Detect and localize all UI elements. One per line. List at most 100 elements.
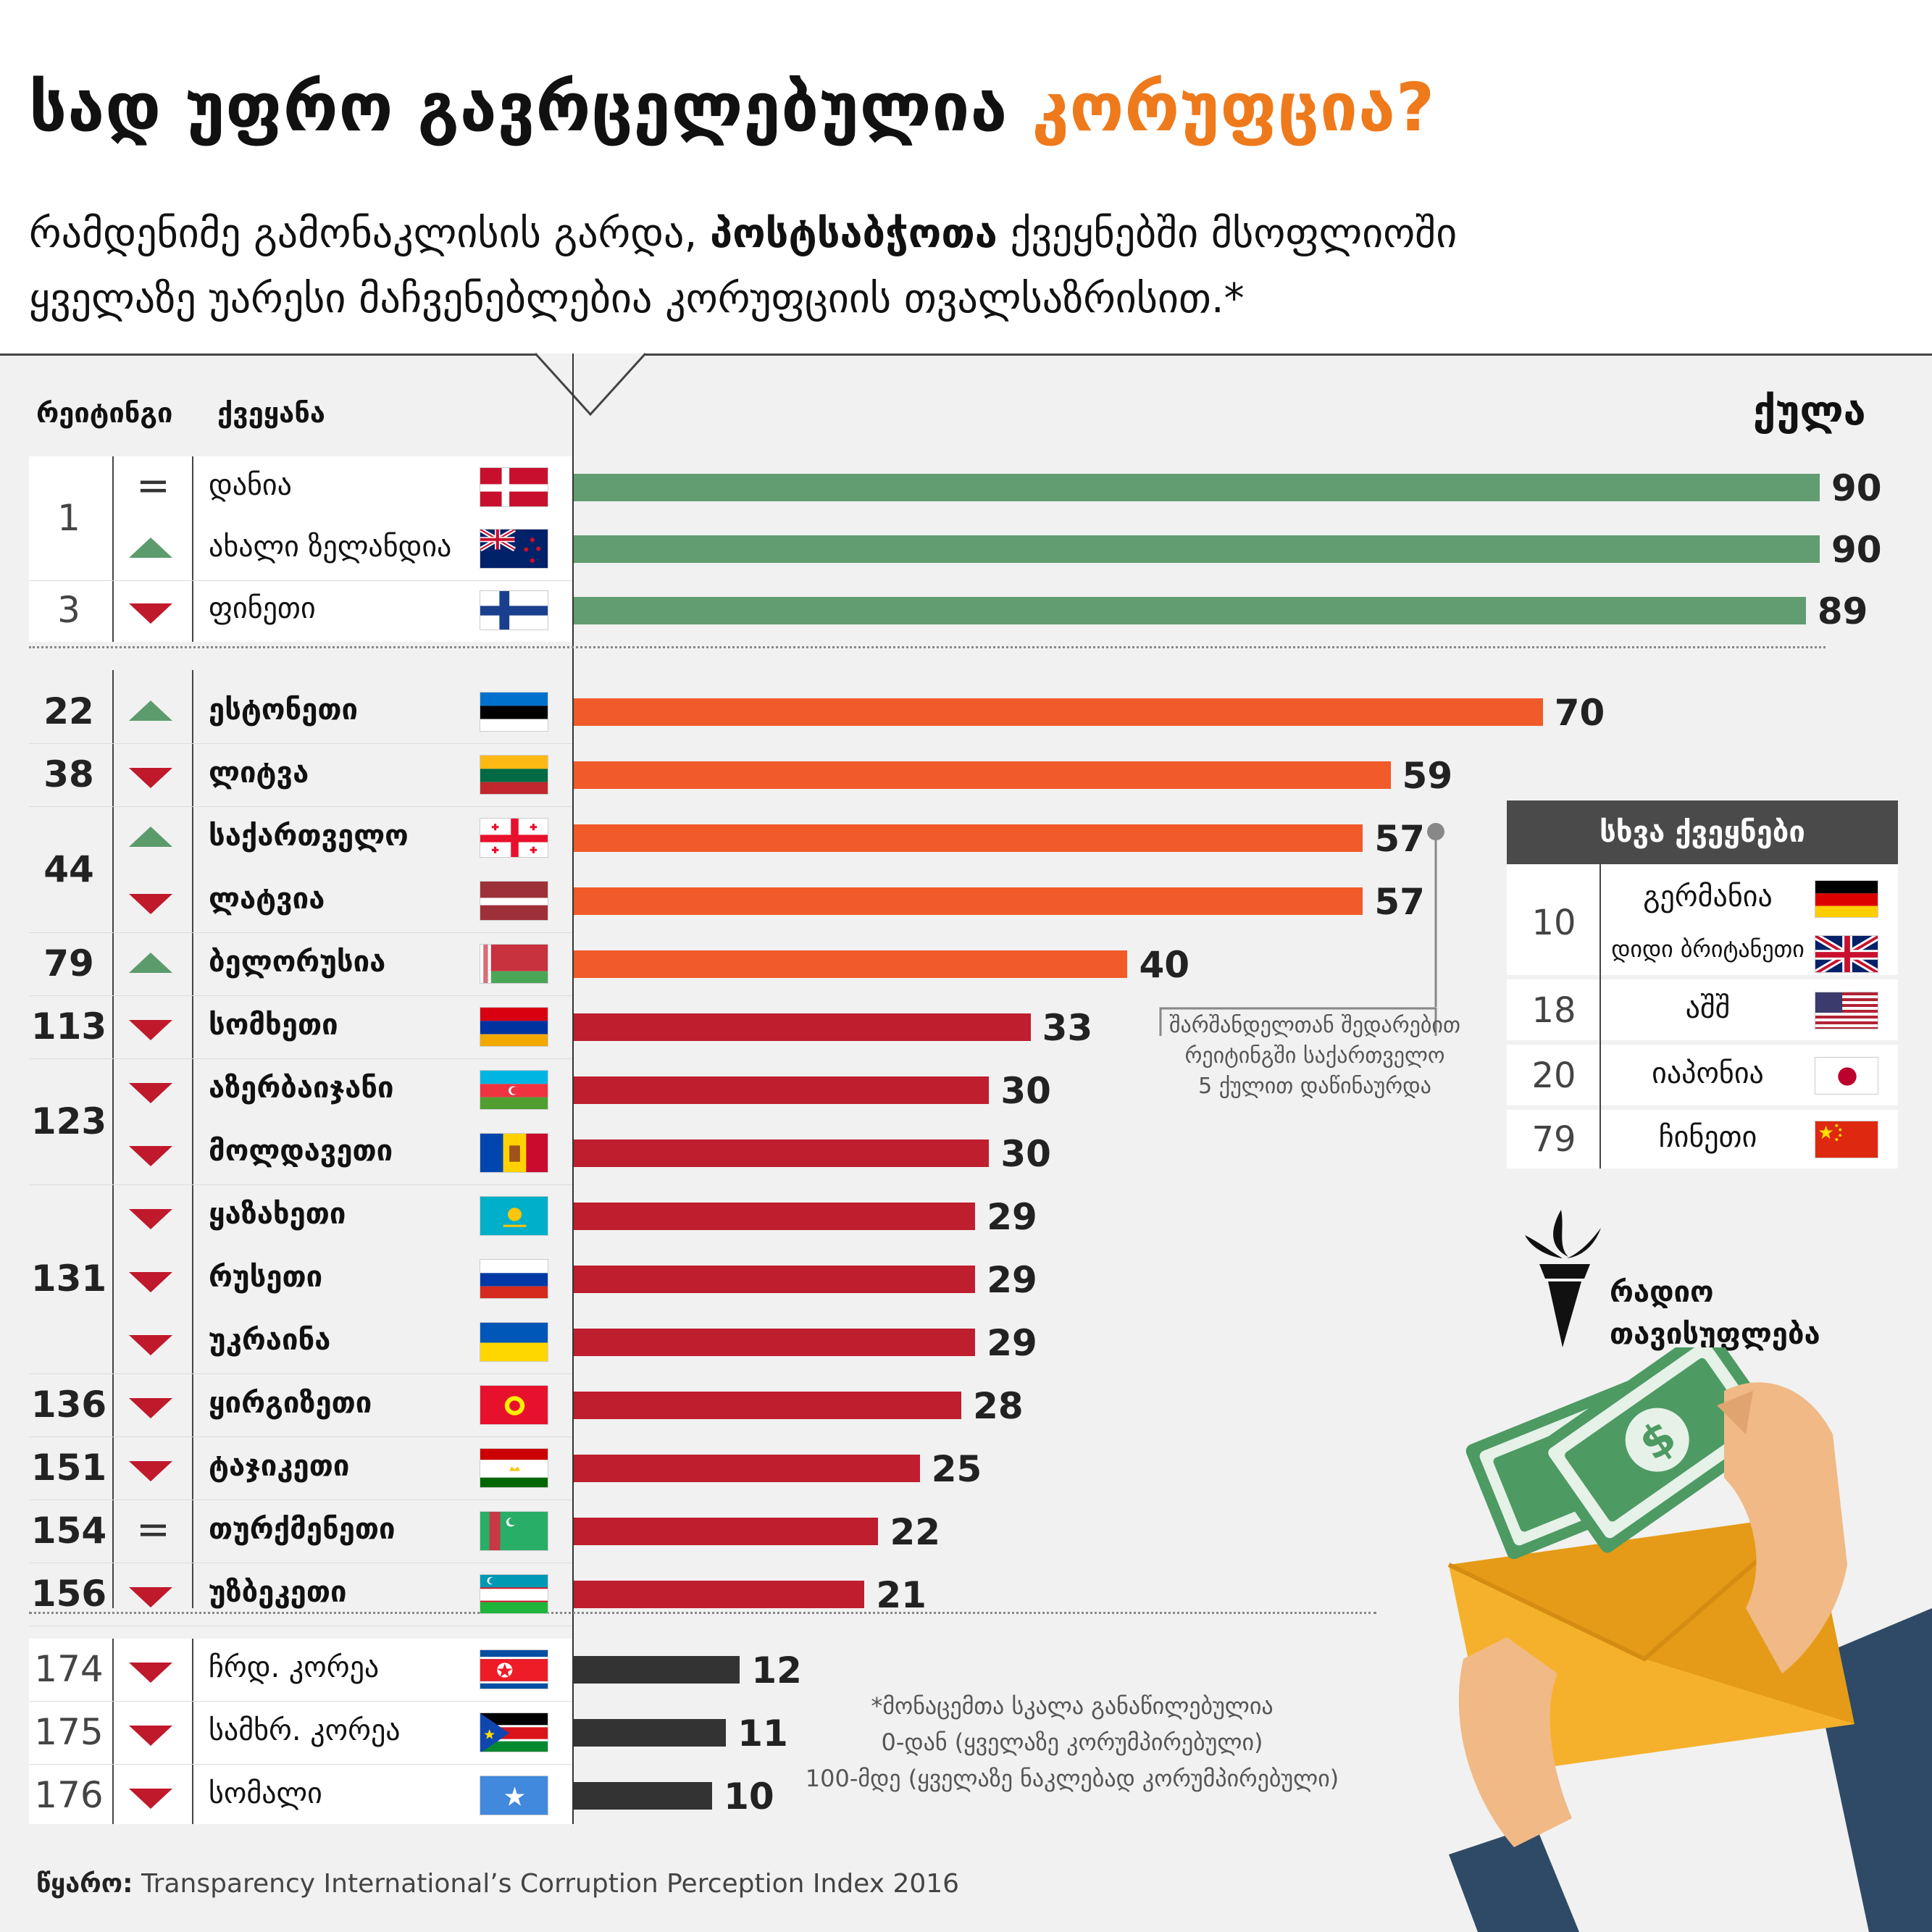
country-name: დანია xyxy=(209,469,292,502)
top-rule-left xyxy=(0,354,536,356)
rank-value: 151 xyxy=(30,1447,107,1489)
rank-down-icon xyxy=(129,1789,172,1809)
title-accent: კორუფცია? xyxy=(1032,69,1436,146)
group-separator xyxy=(29,646,1826,648)
rank-down-icon xyxy=(129,1461,172,1481)
bar-ukraine xyxy=(574,1329,976,1356)
rank-group-divider xyxy=(29,1764,572,1765)
bar-value-label: 70 xyxy=(1554,692,1605,734)
bar-value-label: 90 xyxy=(1831,529,1882,571)
flag-georgia-icon xyxy=(480,818,548,858)
other-country-name: დიდი ბრიტანეთი xyxy=(1611,934,1805,963)
flag-china-icon xyxy=(1815,1120,1878,1158)
other-row-divider xyxy=(1507,1105,1898,1110)
bar-lithuania xyxy=(574,761,1391,789)
rank-group-divider xyxy=(29,1373,572,1374)
bar-kyrgyzstan xyxy=(574,1392,962,1419)
bar-south-sudan xyxy=(574,1719,727,1747)
bar-belarus xyxy=(574,950,1128,978)
rank-value: 1 xyxy=(57,496,80,539)
other-rank: 20 xyxy=(1531,1055,1576,1096)
bar-georgia xyxy=(574,824,1363,852)
bar-value-label: 29 xyxy=(987,1322,1037,1364)
rank-group-divider xyxy=(29,806,572,807)
rank-value: 3 xyxy=(57,589,80,631)
rank-group-divider xyxy=(29,995,572,996)
bar-value-label: 10 xyxy=(724,1776,774,1818)
country-name: ყირგიზეთი xyxy=(209,1387,372,1420)
rank-down-icon xyxy=(129,1083,172,1103)
country-name: ახალი ზელანდია xyxy=(209,530,452,564)
rank-down-icon xyxy=(129,1398,172,1418)
country-name: ტაჯიკეთი xyxy=(209,1450,350,1483)
flag-latvia-icon xyxy=(480,881,548,921)
bar-value-label: 11 xyxy=(737,1713,788,1755)
flag-armenia-icon xyxy=(480,1007,548,1047)
bar-value-label: 21 xyxy=(876,1574,927,1616)
flag-uzbekistan-icon xyxy=(480,1574,548,1614)
flag-denmark-icon xyxy=(480,467,548,507)
bar-value-label: 30 xyxy=(1000,1133,1051,1175)
bar-armenia xyxy=(574,1013,1031,1041)
flag-finland-icon xyxy=(480,590,548,630)
bar-value-label: 59 xyxy=(1402,755,1453,797)
bar-value-label: 29 xyxy=(987,1196,1037,1238)
country-name: რუსეთი xyxy=(209,1260,323,1294)
flag-japan-icon xyxy=(1815,1057,1878,1095)
country-name: ფინეთი xyxy=(209,592,316,625)
bar-value-label: 57 xyxy=(1374,818,1425,860)
rank-value: 22 xyxy=(43,690,94,732)
rank-value: 156 xyxy=(30,1573,107,1615)
flag-belarus-icon xyxy=(480,944,548,984)
flag-kyrgyzstan-icon xyxy=(480,1385,548,1425)
other-column-divider xyxy=(1599,864,1601,1168)
page-title: სად უფრო გავრცელებულია კორუფცია? xyxy=(29,69,1435,146)
georgia-annotation: შარშანდელთან შედარებით რეიტინგში საქართვ… xyxy=(1159,1011,1471,1102)
rank-value: 79 xyxy=(43,942,94,984)
other-country-name: აშშ xyxy=(1685,992,1731,1025)
flag-germany-icon xyxy=(1815,879,1878,918)
subtitle-bold: პოსტსაბჭოთა xyxy=(710,210,998,257)
subtitle-line2: ყველაზე უარესი მაჩვენებლებია კორუფციის თ… xyxy=(29,275,1245,322)
rank-value: 174 xyxy=(34,1648,104,1690)
other-rank: 18 xyxy=(1531,990,1576,1031)
country-name: ყაზახეთი xyxy=(209,1197,346,1231)
column-divider xyxy=(112,1639,114,1824)
country-name: სამხრ. კორეა xyxy=(209,1714,401,1747)
flag-new-zealand-icon xyxy=(480,529,548,569)
bar-somalia xyxy=(574,1782,713,1810)
rank-value: 136 xyxy=(30,1384,107,1426)
country-name: სომხეთი xyxy=(209,1008,338,1042)
radio-liberty-logo: რადიო თავისუფლება xyxy=(1610,1271,1820,1355)
rank-up-icon xyxy=(129,538,172,558)
bar-latvia xyxy=(574,887,1363,915)
other-country-name: იაპონია xyxy=(1652,1057,1764,1090)
rank-up-icon xyxy=(129,953,172,973)
source-label: წყარო: xyxy=(36,1869,133,1899)
flag-russia-icon xyxy=(480,1259,548,1299)
country-name: ესტონეთი xyxy=(209,693,359,727)
flag-north-korea-icon xyxy=(480,1649,548,1689)
rank-group-divider xyxy=(29,1701,572,1702)
source-text: Transparency International’s Corruption … xyxy=(141,1869,960,1899)
rank-same-icon: = xyxy=(136,462,170,509)
bar-value-label: 30 xyxy=(1000,1070,1051,1112)
rank-down-icon xyxy=(129,603,172,624)
rank-down-icon xyxy=(129,1272,172,1292)
annotation-line2: რეიტინგში საქართველო xyxy=(1184,1043,1445,1069)
rank-down-icon xyxy=(129,1020,172,1040)
country-name: ლატვია xyxy=(209,882,325,916)
notch-pointer xyxy=(534,352,647,417)
bar-value-label: 29 xyxy=(987,1259,1037,1301)
torch-logo-icon xyxy=(1525,1210,1601,1347)
other-countries-title: სხვა ქვეყნები xyxy=(1507,800,1898,864)
rank-down-icon xyxy=(129,1726,172,1746)
header-rank: რეიტინგი xyxy=(36,397,173,429)
bar-tajikistan xyxy=(574,1455,920,1482)
flag-azerbaijan-icon xyxy=(480,1070,548,1110)
country-name: ჩრდ. კორეა xyxy=(209,1651,380,1684)
subtitle-part2: ქვეყნებში მსოფლიოში xyxy=(1010,210,1458,257)
other-rank: 79 xyxy=(1531,1118,1576,1160)
header-country: ქვეყანა xyxy=(217,397,325,429)
other-rank: 10 xyxy=(1531,903,1576,943)
